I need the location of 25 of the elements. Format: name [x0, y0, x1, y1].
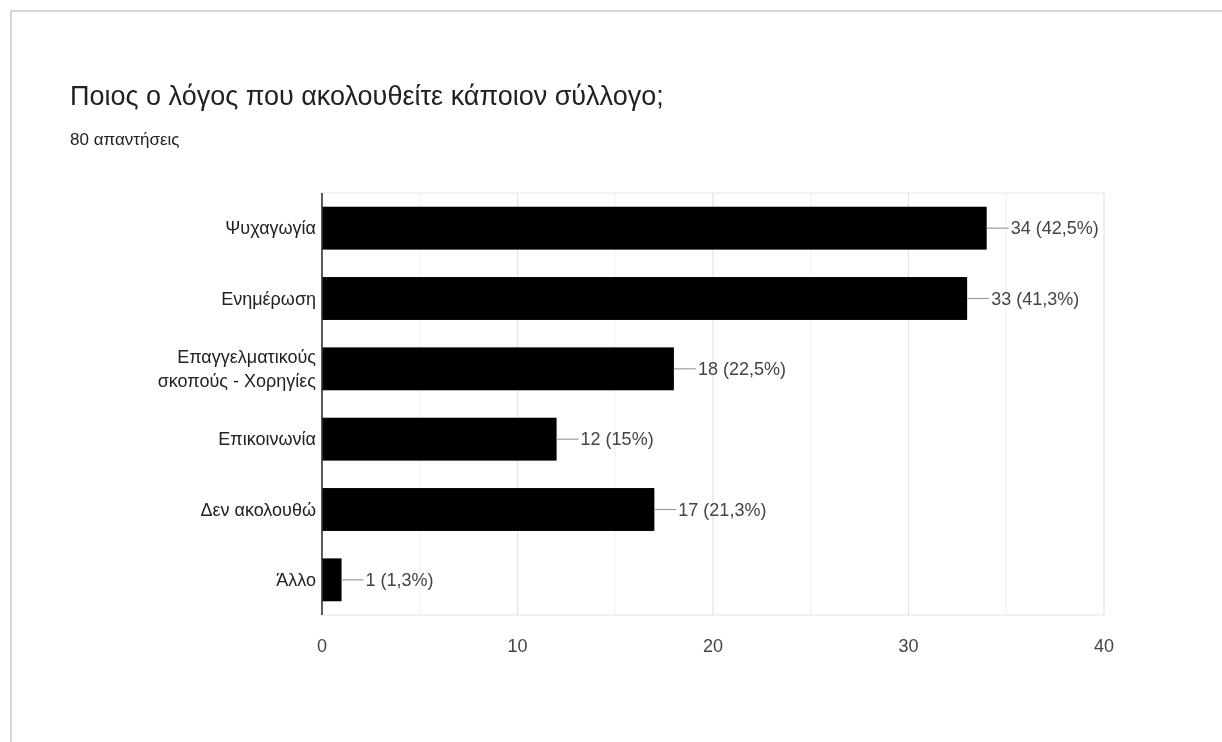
y-tick-label: Ενημέρωση: [221, 288, 316, 309]
y-tick-label: Άλλο: [276, 569, 316, 590]
bar: [322, 488, 655, 531]
bar: [322, 417, 557, 461]
x-tick-label: 40: [1093, 636, 1115, 656]
x-tick-label: 10: [507, 636, 528, 656]
data-label: 17 (21,3%): [678, 499, 767, 520]
bar: [322, 347, 674, 391]
y-tick-label: Επαγγελματικούς σκοπούς - Χορηγίες: [157, 346, 317, 391]
data-label: 34 (42,5%): [1010, 218, 1099, 239]
x-tick-label: 20: [702, 636, 724, 656]
data-label: 33 (41,3%): [991, 288, 1080, 309]
bar: [322, 206, 987, 250]
text: 80 απαντήσεις: [70, 130, 180, 149]
x-tick-label: 30: [898, 636, 919, 656]
y-tick-label: Επικοινωνία: [218, 429, 316, 450]
bar: [322, 277, 968, 320]
data-label: 1 (1,3%): [365, 569, 434, 590]
y-tick-label: Δεν ακολουθώ: [200, 499, 316, 520]
data-label: 12 (15%): [580, 429, 654, 450]
y-tick-label: Ψυχαγωγία: [225, 218, 316, 239]
x-tick-label: 0: [316, 636, 328, 656]
chart-title: Ποιος ο λόγος που ακολουθείτε κάποιον σύλλογο;: [70, 81, 664, 111]
bar: [322, 558, 342, 602]
data-label: 18 (22,5%): [697, 358, 786, 379]
